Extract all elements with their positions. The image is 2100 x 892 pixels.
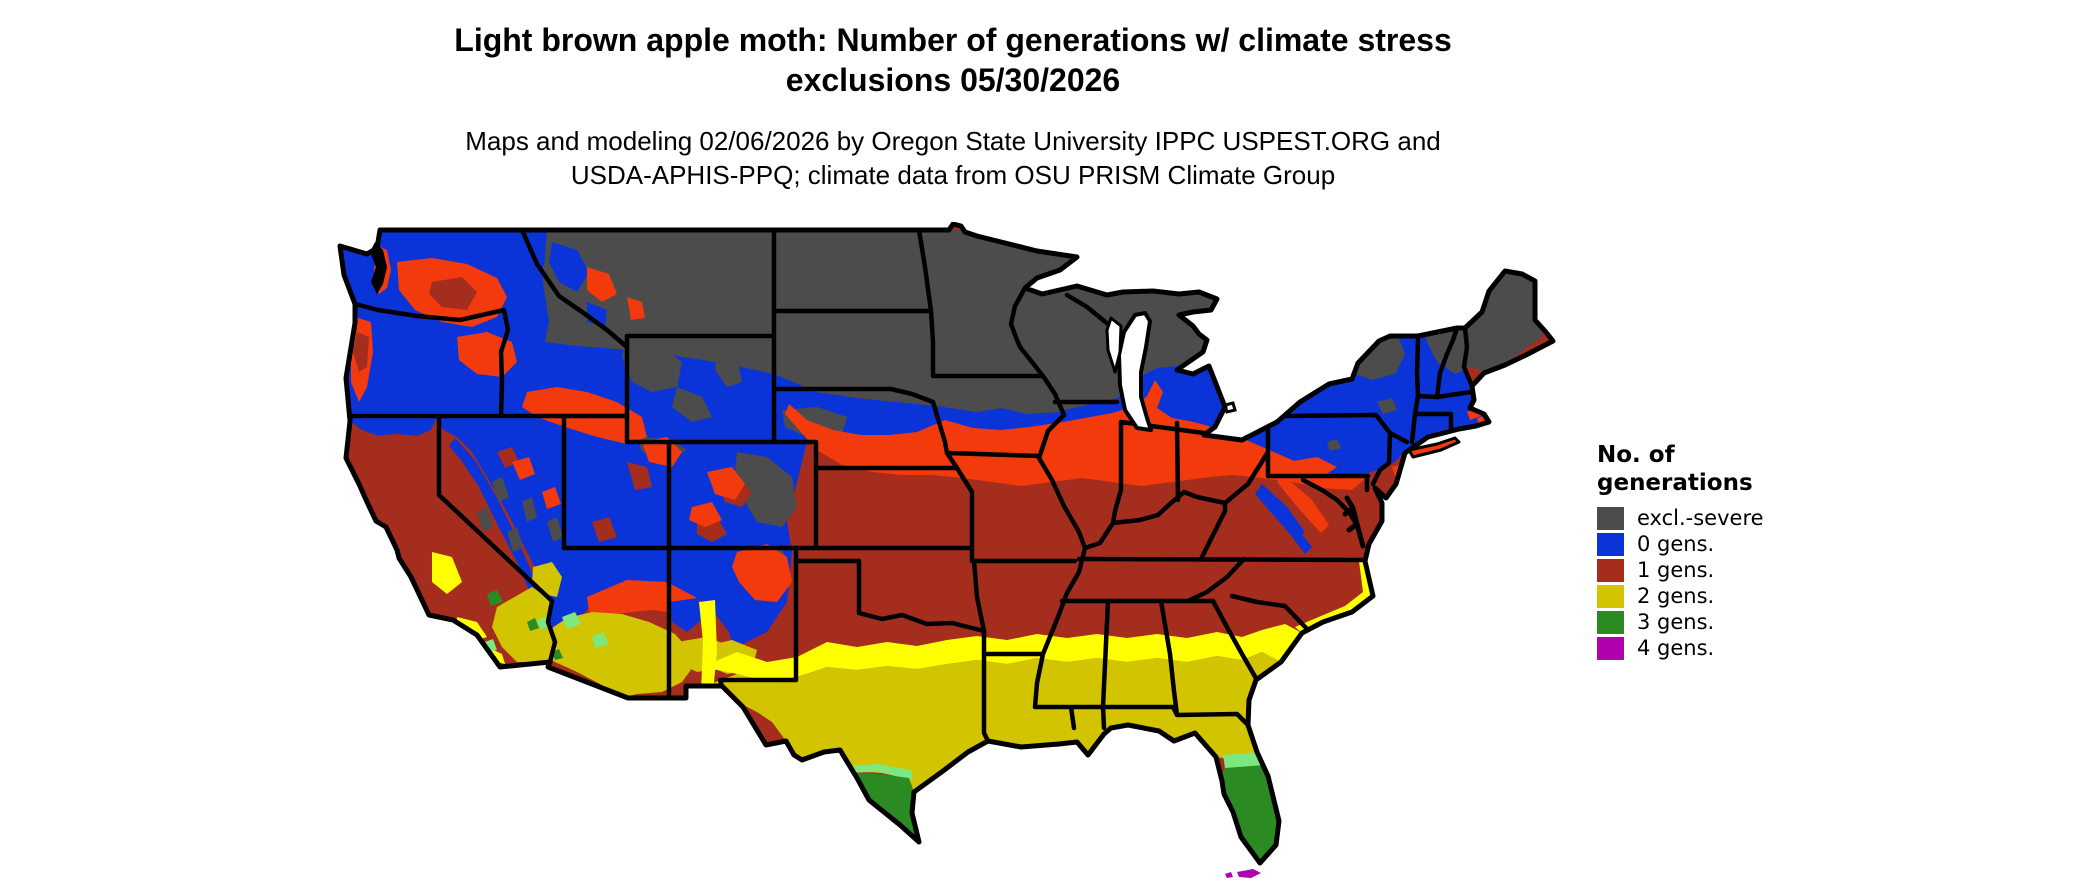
subtitle-line-1: Maps and modeling 02/06/2026 by Oregon S… [465,126,1441,156]
subtitle-line-2: USDA-APHIS-PPQ; climate data from OSU PR… [570,160,1336,190]
green-bay [1105,316,1123,374]
legend-label-2-gens: 2 gens. [1637,584,1715,608]
chesapeake-bay [1342,495,1366,549]
legend-label-4-gens: 4 gens. [1637,636,1715,660]
puget-sound [370,242,387,294]
legend-label-excl-severe: excl.-severe [1637,506,1764,530]
zone-4-gens-florida-keys [1225,869,1261,878]
legend-swatch-3-gens [1597,610,1624,634]
long-island [1407,436,1461,459]
legend-item-1-gens: 1 gens. [1597,557,1817,583]
legend-title-line-2: generations [1597,470,1753,496]
legend-swatch-0-gens [1597,532,1624,556]
us-generations-map [337,222,1556,878]
title-line-2: exclusions 05/30/2026 [785,62,1121,98]
state-borders [347,227,1475,744]
legend-label-1-gens: 1 gens. [1637,558,1715,582]
zone-0-gens-appalachian-ridges [670,484,1312,632]
page-subtitle: Maps and modeling 02/06/2026 by Oregon S… [340,124,1566,192]
legend-item-3-gens: 3 gens. [1597,609,1817,635]
legend-title-line-1: No. of [1597,442,1675,468]
legend-label-0-gens: 0 gens. [1637,532,1715,556]
legend-rows: excl.-severe 0 gens. 1 gens. 2 gens. 3 g… [1597,505,1817,661]
legend-swatch-1-gens [1597,558,1624,582]
zone-1-gens-valley-cores [353,277,477,372]
great-lakes [1105,311,1237,432]
legend-item-4-gens: 4 gens. [1597,635,1817,661]
legend: No. of generations excl.-severe 0 gens. … [1597,441,1817,661]
climate-raster-zones [340,224,1553,863]
legend-item-0-gens: 0 gens. [1597,531,1817,557]
zone-excl-western-mountain-patches [477,252,847,610]
legend-label-3-gens: 3 gens. [1637,610,1715,634]
legend-swatch-excl-severe [1597,506,1624,530]
us-outline [337,222,1556,866]
title-line-1: Light brown apple moth: Number of genera… [454,22,1452,58]
page-title: Light brown apple moth: Number of genera… [340,20,1566,100]
legend-item-excl-severe: excl.-severe [1597,505,1817,531]
zone-0-gens-sierra-nevada [449,438,540,592]
legend-swatch-4-gens [1597,636,1624,660]
zone-orange-transition-plains-band [785,380,1368,490]
legend-swatch-2-gens [1597,584,1624,608]
legend-item-2-gens: 2 gens. [1597,583,1817,609]
legend-title: No. of generations [1597,441,1817,497]
